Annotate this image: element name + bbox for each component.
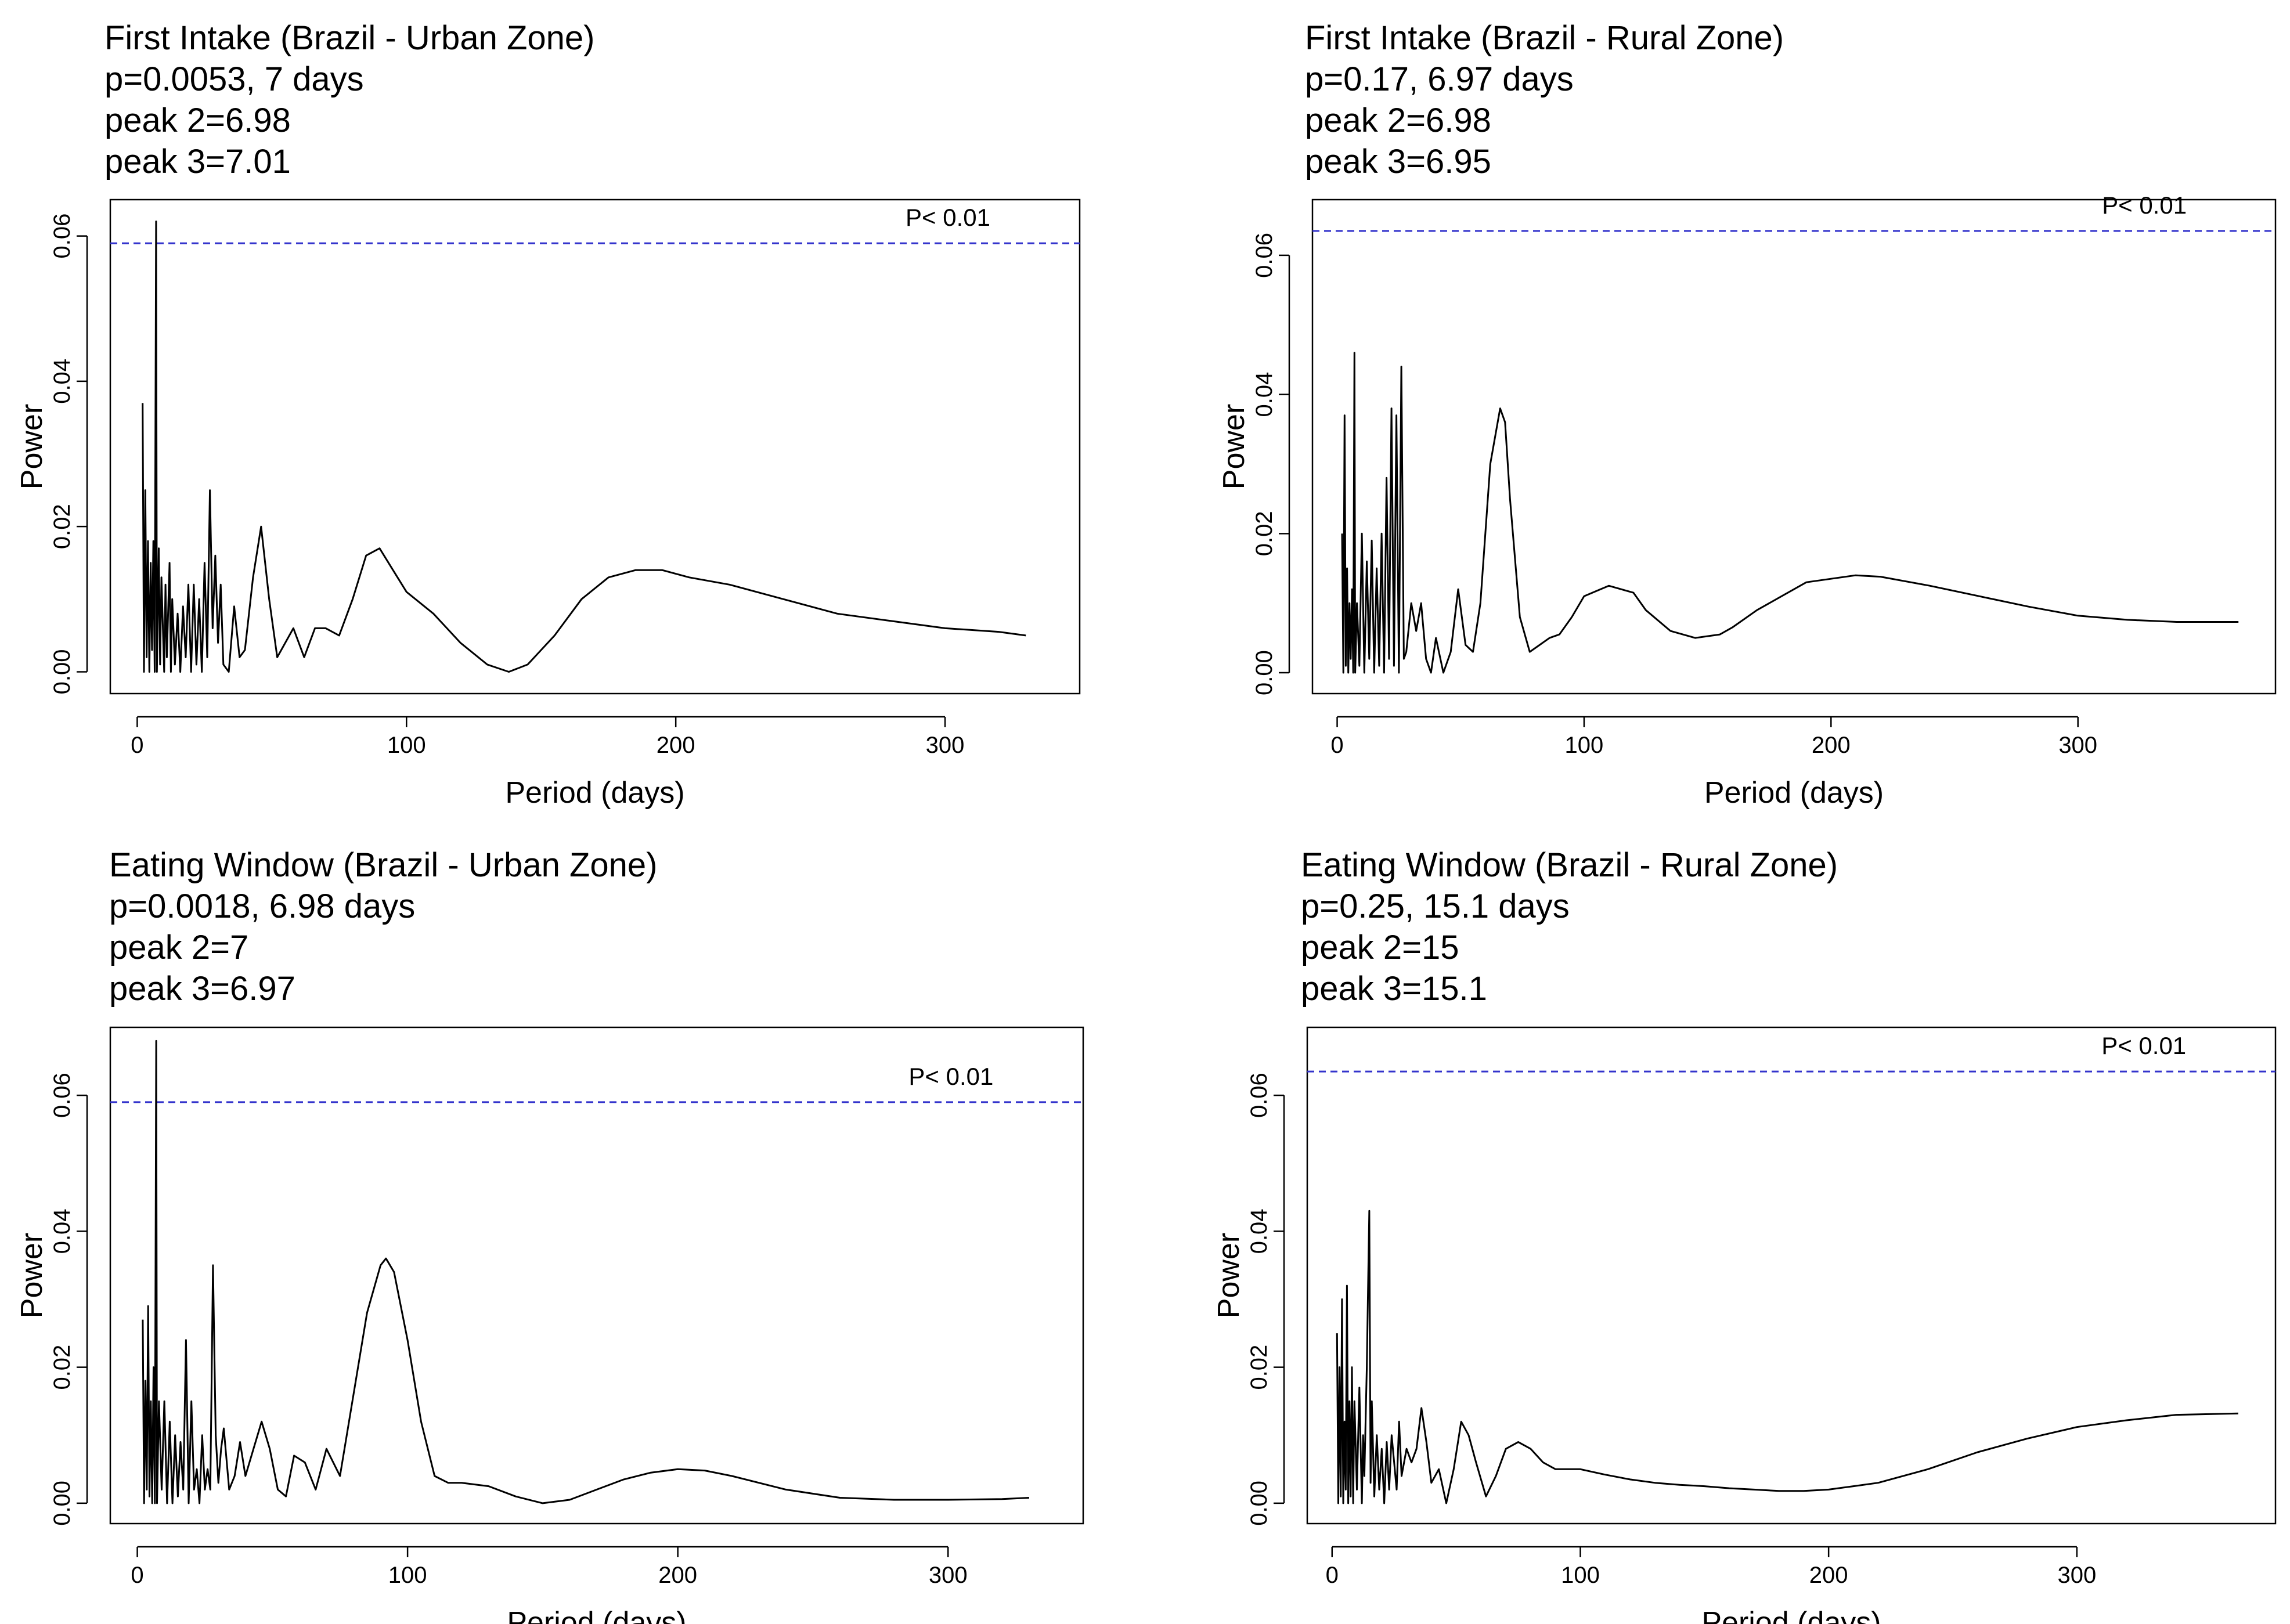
x-tick-label: 0 xyxy=(1330,732,1343,758)
x-tick-label: 200 xyxy=(1812,732,1851,758)
plot-frame xyxy=(1306,1026,2277,1525)
chart-title-line: p=0.0018, 6.98 days xyxy=(109,887,415,925)
y-tick-label: 0.04 xyxy=(1246,1208,1272,1254)
threshold-label: P< 0.01 xyxy=(908,1063,993,1090)
y-axis-label: Power xyxy=(1217,404,1251,489)
chart-title-line: p=0.0053, 7 days xyxy=(104,60,364,98)
x-tick-label: 100 xyxy=(387,732,426,758)
chart-title-line: peak 3=15.1 xyxy=(1301,970,1487,1008)
y-axis-label: Power xyxy=(1212,1233,1246,1318)
y-axis-label: Power xyxy=(15,404,49,489)
x-axis-label: Period (days) xyxy=(505,776,684,810)
x-tick-label: 300 xyxy=(929,1562,968,1588)
x-tick-label: 0 xyxy=(131,1562,143,1588)
y-tick-label: 0.00 xyxy=(49,1481,75,1526)
chart-panel-4: Eating Window (Brazil - Rural Zone)p=0.2… xyxy=(1212,846,2277,1624)
chart-title-line: First Intake (Brazil - Urban Zone) xyxy=(104,19,594,57)
chart-panel-1: First Intake (Brazil - Urban Zone)p=0.00… xyxy=(15,19,1081,810)
x-tick-label: 0 xyxy=(1326,1562,1339,1588)
threshold-label: P< 0.01 xyxy=(2101,1032,2186,1059)
y-tick-label: 0.04 xyxy=(49,359,75,404)
chart-title-line: peak 2=7 xyxy=(109,929,248,966)
plot-frame xyxy=(109,199,1081,695)
threshold-label: P< 0.01 xyxy=(906,204,990,231)
y-tick-label: 0.00 xyxy=(49,649,75,695)
y-tick-label: 0.04 xyxy=(49,1208,75,1254)
y-tick-label: 0.04 xyxy=(1252,372,1277,417)
x-tick-label: 200 xyxy=(1809,1562,1848,1588)
chart-panel-2: First Intake (Brazil - Rural Zone)p=0.17… xyxy=(1217,19,2277,810)
y-tick-label: 0.02 xyxy=(49,1345,75,1390)
x-tick-label: 300 xyxy=(2058,732,2097,758)
chart-title-line: p=0.17, 6.97 days xyxy=(1305,60,1574,98)
plot-frame xyxy=(109,1026,1084,1525)
y-tick-label: 0.06 xyxy=(1246,1073,1272,1118)
x-tick-label: 200 xyxy=(658,1562,697,1588)
series-line xyxy=(142,221,1026,673)
series-line xyxy=(142,1040,1029,1504)
chart-title-line: peak 3=6.95 xyxy=(1305,143,1491,181)
chart-title-line: Eating Window (Brazil - Urban Zone) xyxy=(109,846,657,884)
x-axis-label: Period (days) xyxy=(1704,776,1884,810)
chart-panel-3: Eating Window (Brazil - Urban Zone)p=0.0… xyxy=(15,846,1084,1624)
plot-frame xyxy=(1311,199,2277,695)
chart-title-line: p=0.25, 15.1 days xyxy=(1301,887,1570,925)
y-tick-label: 0.00 xyxy=(1246,1481,1272,1526)
y-tick-label: 0.02 xyxy=(49,504,75,549)
x-tick-label: 100 xyxy=(388,1562,427,1588)
chart-title-line: peak 3=7.01 xyxy=(104,143,291,181)
chart-title-line: Eating Window (Brazil - Rural Zone) xyxy=(1301,846,1838,884)
x-axis-label: Period (days) xyxy=(1701,1606,1881,1624)
chart-title-line: peak 2=6.98 xyxy=(1305,102,1491,139)
y-tick-label: 0.02 xyxy=(1252,511,1277,556)
y-axis-label: Power xyxy=(15,1233,49,1318)
chart-title-line: First Intake (Brazil - Rural Zone) xyxy=(1305,19,1784,57)
y-tick-label: 0.06 xyxy=(49,214,75,259)
series-line xyxy=(1341,352,2239,674)
x-tick-label: 100 xyxy=(1561,1562,1600,1588)
x-tick-label: 100 xyxy=(1565,732,1604,758)
series-line xyxy=(1336,1210,2238,1504)
x-axis-label: Period (days) xyxy=(507,1606,686,1624)
y-tick-label: 0.00 xyxy=(1252,650,1277,695)
x-tick-label: 0 xyxy=(131,732,143,758)
chart-title-line: peak 2=15 xyxy=(1301,929,1459,966)
y-tick-label: 0.06 xyxy=(49,1073,75,1118)
x-tick-label: 300 xyxy=(926,732,965,758)
threshold-label: P< 0.01 xyxy=(2102,192,2187,219)
chart-title-line: peak 3=6.97 xyxy=(109,970,295,1008)
chart-title-line: peak 2=6.98 xyxy=(104,102,291,139)
x-tick-label: 200 xyxy=(657,732,695,758)
y-tick-label: 0.06 xyxy=(1252,233,1277,278)
y-tick-label: 0.02 xyxy=(1246,1345,1272,1390)
x-tick-label: 300 xyxy=(2057,1562,2096,1588)
